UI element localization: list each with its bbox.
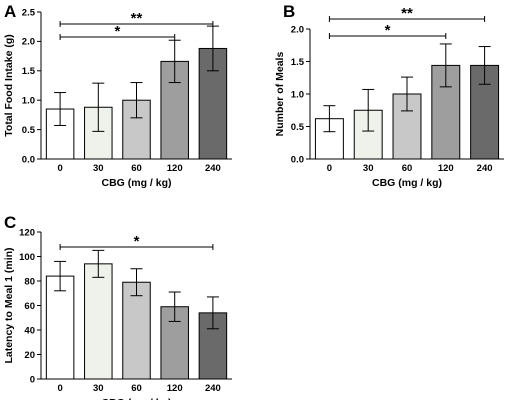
y-tick-label: 20 (24, 350, 35, 361)
y-tick-label: 0 (30, 374, 35, 385)
x-tick-label: 60 (131, 163, 142, 174)
y-tick-label: 2.0 (22, 37, 35, 48)
x-axis-title: CBG (mg / kg) (102, 177, 172, 189)
x-tick-label: 240 (205, 383, 221, 394)
panel-letter: A (4, 2, 16, 21)
x-axis-title: CBG (mg / kg) (372, 177, 442, 189)
x-tick-label: 240 (477, 163, 493, 174)
significance-label: * (114, 23, 120, 40)
panel-letter: B (283, 2, 295, 21)
y-tick-label: 1.5 (291, 57, 305, 68)
y-tick-label: 1.0 (291, 89, 304, 100)
bar-0 (45, 275, 75, 380)
y-tick-label: 0.0 (22, 154, 35, 165)
y-axis-title: Latency to Meal 1 (min) (3, 247, 15, 363)
x-tick-label: 0 (57, 163, 62, 174)
y-tick-label: 1.5 (22, 66, 36, 77)
x-tick-label: 120 (167, 383, 183, 394)
x-tick-label: 30 (93, 383, 104, 394)
x-tick-label: 240 (205, 163, 221, 174)
x-tick-label: 120 (438, 163, 454, 174)
x-tick-label: 60 (402, 163, 413, 174)
x-axis-title: CBG (mg / kg) (102, 397, 172, 400)
x-tick-label: 30 (363, 163, 374, 174)
chart-panel-c: C 0 20 40 60 80 100 120 0 30 60 120 240 CBG (mg / kg)… (3, 213, 232, 400)
y-tick-label: 80 (24, 276, 35, 287)
significance-label: * (385, 22, 391, 39)
significance-label: ** (131, 10, 143, 27)
chart-panel-b: B 0.0 0.5 1.0 1.5 2.0 0 30 60 120 240 CBG (mg / kg)… (274, 2, 504, 189)
y-tick-label: 0.5 (291, 122, 305, 133)
x-tick-label: 0 (57, 383, 62, 394)
x-tick-label: 120 (167, 163, 183, 174)
bar-60 (122, 281, 151, 380)
y-tick-label: 60 (24, 301, 35, 312)
chart-panel-a: A 0.0 0.5 1.0 1.5 2.0 2.5 0 30 60 120 240 CBG (mg / … (3, 2, 232, 189)
y-tick-label: 100 (19, 252, 35, 263)
y-tick-label: 40 (24, 325, 35, 336)
y-axis-title: Total Food Intake (g) (3, 34, 15, 136)
x-tick-label: 30 (93, 163, 104, 174)
bar-240 (198, 47, 228, 160)
x-tick-label: 0 (327, 163, 332, 174)
significance-label: ** (401, 5, 413, 22)
y-tick-label: 2.5 (22, 7, 36, 18)
y-tick-label: 1.0 (22, 96, 35, 107)
y-tick-label: 0.0 (291, 154, 304, 165)
significance-label: * (134, 233, 140, 250)
panel-letter: C (4, 213, 16, 232)
y-axis-title: Number of Meals (274, 52, 286, 137)
y-tick-label: 0.5 (22, 125, 36, 136)
bar-60 (122, 99, 151, 160)
y-tick-label: 120 (19, 227, 35, 238)
y-tick-label: 2.0 (291, 24, 304, 35)
bar-30 (84, 263, 113, 380)
x-tick-label: 60 (131, 383, 142, 394)
